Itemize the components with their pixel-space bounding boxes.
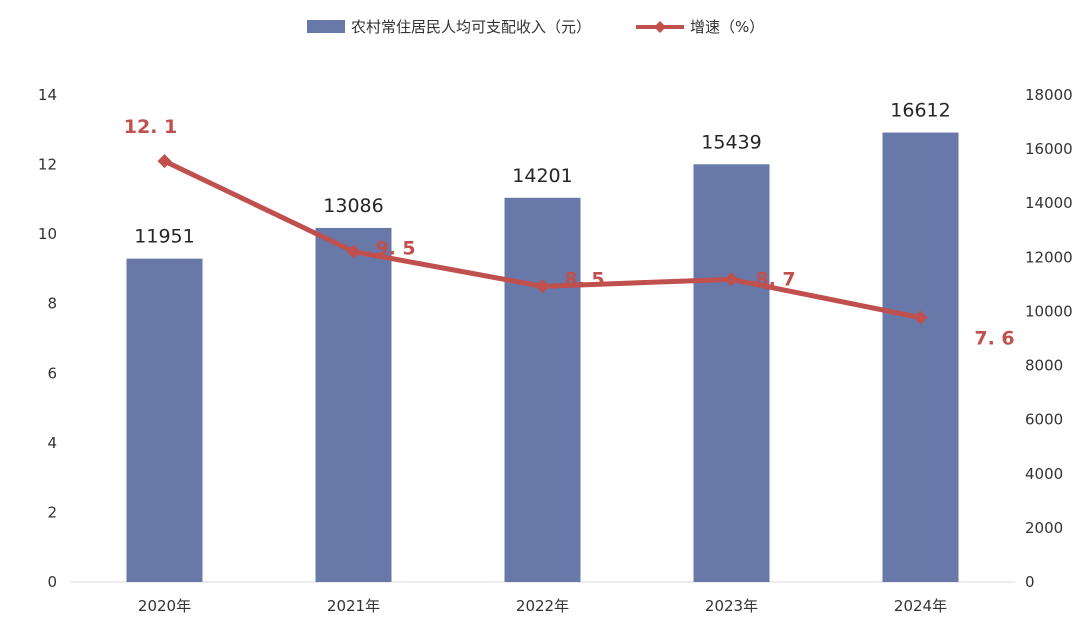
legend-label-growth: 增速（%） (690, 18, 764, 36)
bar (126, 258, 203, 582)
bar (693, 164, 770, 582)
x-tick-label: 2021年 (327, 597, 380, 615)
x-tick-label: 2024年 (894, 597, 947, 615)
x-tick-label: 2022年 (516, 597, 569, 615)
right-tick-label: 8000 (1025, 357, 1063, 375)
left-tick-label: 0 (47, 573, 57, 591)
bar-value-label: 16612 (890, 100, 950, 122)
bar-value-label: 15439 (701, 131, 761, 153)
right-tick-label: 0 (1025, 573, 1035, 591)
right-axis: 0 2000 4000 6000 8000 10000 12000 14000 16000 180… (1025, 86, 1073, 591)
right-tick-label: 2000 (1025, 519, 1063, 537)
right-tick-label: 16000 (1025, 140, 1073, 158)
line-labels: 12. 1 9. 5 8. 5 8. 7 7. 6 (124, 116, 1015, 350)
right-tick-label: 14000 (1025, 194, 1073, 212)
right-tick-label: 18000 (1025, 86, 1073, 104)
left-tick-label: 8 (47, 295, 57, 313)
legend: 农村常住居民人均可支配收入（元） 增速（%） (307, 18, 764, 36)
growth-value-label: 12. 1 (124, 116, 178, 138)
bar (882, 132, 959, 583)
bar-labels: 11951 13086 14201 15439 16612 (134, 100, 950, 248)
bars (126, 132, 959, 583)
right-tick-label: 12000 (1025, 248, 1073, 266)
left-tick-label: 6 (47, 364, 57, 382)
right-tick-label: 10000 (1025, 302, 1073, 320)
growth-marker (157, 154, 172, 169)
left-tick-label: 2 (47, 503, 57, 521)
bar (504, 197, 581, 582)
left-tick-label: 14 (38, 86, 57, 104)
growth-marker (535, 279, 550, 294)
x-tick-label: 2023年 (705, 597, 758, 615)
legend-swatch-bar (307, 20, 345, 33)
bar-value-label: 11951 (134, 226, 194, 248)
legend-label-income: 农村常住居民人均可支配收入（元） (351, 18, 591, 36)
growth-marker (913, 310, 928, 325)
growth-value-label: 7. 6 (974, 328, 1014, 350)
bar-value-label: 13086 (323, 195, 383, 217)
growth-value-label: 8. 7 (755, 268, 795, 290)
x-tick-label: 2020年 (138, 597, 191, 615)
bar-value-label: 14201 (512, 165, 572, 187)
growth-value-label: 8. 5 (564, 268, 604, 290)
growth-marker (724, 272, 739, 287)
growth-line (157, 154, 928, 325)
legend-swatch-marker (654, 21, 666, 33)
right-tick-label: 6000 (1025, 411, 1063, 429)
left-tick-label: 10 (38, 225, 57, 243)
left-axis: 0 2 4 6 8 10 12 14 (38, 86, 57, 591)
left-tick-label: 12 (38, 156, 57, 174)
right-tick-label: 4000 (1025, 465, 1063, 483)
x-axis: 2020年 2021年 2022年 2023年 2024年 (138, 597, 947, 615)
growth-value-label: 9. 5 (375, 238, 415, 260)
growth-marker (346, 244, 361, 259)
left-tick-label: 4 (47, 434, 57, 452)
bar (315, 227, 392, 583)
